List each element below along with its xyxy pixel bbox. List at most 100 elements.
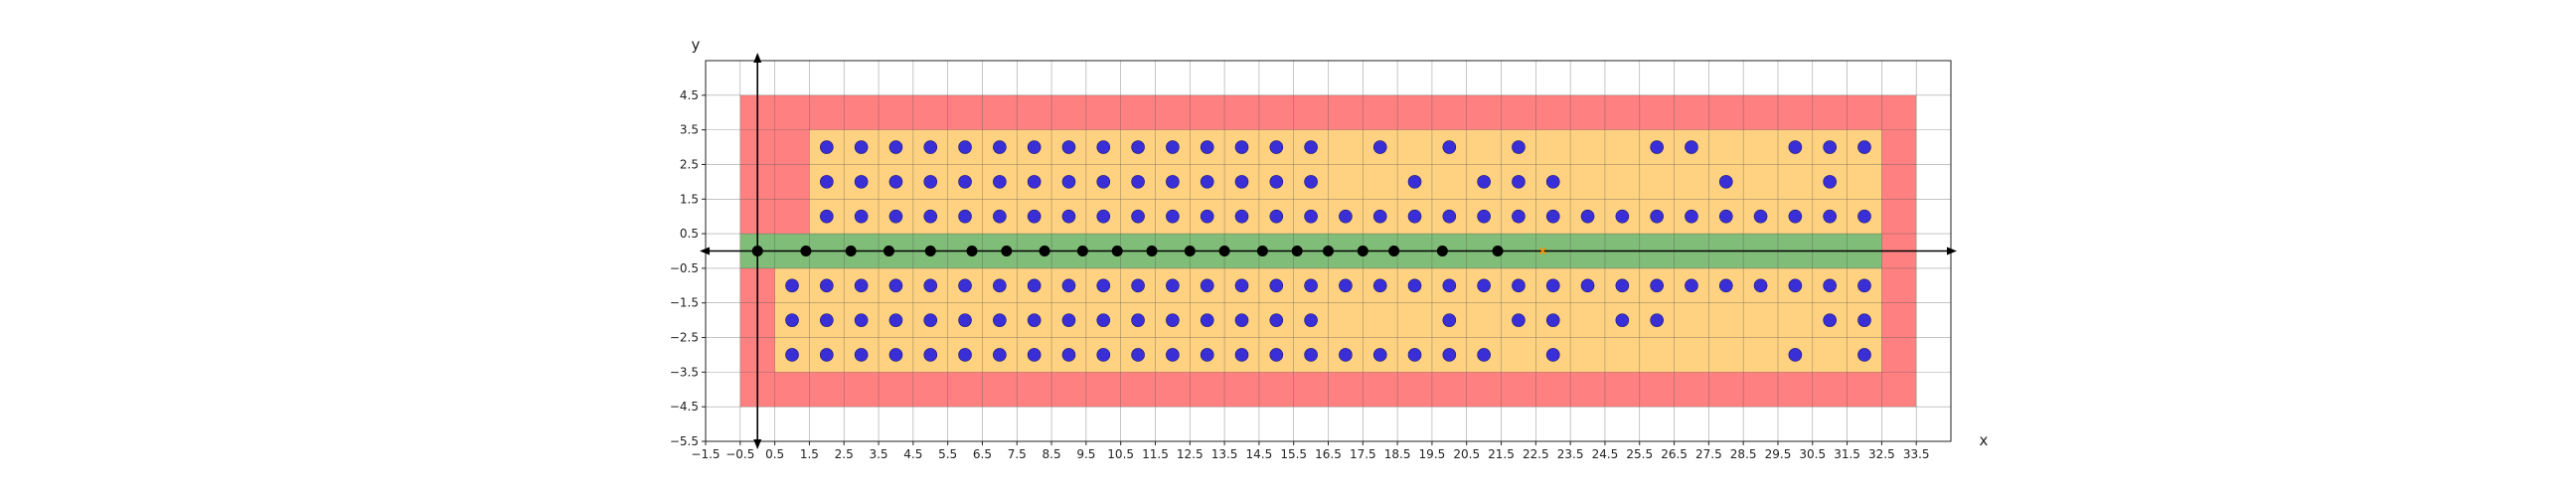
- black-point: [966, 246, 978, 256]
- blue-point: [1718, 209, 1733, 224]
- blue-point: [1615, 313, 1630, 327]
- blue-point: [993, 140, 1007, 154]
- blue-point: [820, 278, 834, 293]
- blue-point: [1788, 348, 1803, 362]
- blue-point: [1545, 348, 1560, 362]
- blue-point: [820, 140, 834, 154]
- blue-point: [1753, 209, 1768, 224]
- blue-point: [1131, 175, 1145, 189]
- blue-point: [1685, 209, 1698, 224]
- blue-point: [1027, 140, 1042, 154]
- blue-point: [1200, 209, 1214, 224]
- blue-point: [1857, 313, 1871, 327]
- blue-point: [1200, 313, 1214, 327]
- blue-point: [1823, 313, 1837, 327]
- black-point: [1111, 246, 1123, 256]
- black-point: [1357, 246, 1368, 256]
- x-tick-label: 12.5: [1177, 447, 1204, 461]
- blue-point: [1512, 313, 1526, 327]
- blue-point: [820, 175, 834, 189]
- blue-point: [888, 278, 903, 293]
- black-point: [1146, 246, 1158, 256]
- blue-point: [1372, 209, 1387, 224]
- blue-point: [1753, 278, 1768, 293]
- blue-point: [1269, 209, 1284, 224]
- blue-point: [958, 348, 972, 362]
- blue-point: [1131, 313, 1145, 327]
- x-tick-label: 32.5: [1868, 447, 1895, 461]
- blue-point: [1096, 313, 1111, 327]
- blue-point: [1477, 348, 1491, 362]
- blue-point: [1685, 140, 1698, 154]
- blue-point: [923, 175, 938, 189]
- blue-point: [1545, 209, 1560, 224]
- blue-point: [1234, 348, 1249, 362]
- black-point: [1291, 246, 1303, 256]
- blue-point: [1857, 348, 1871, 362]
- blue-point: [1061, 348, 1076, 362]
- x-tick-label: 2.5: [835, 447, 854, 461]
- y-axis-arrowhead-down: [753, 439, 762, 449]
- blue-point: [1580, 278, 1595, 293]
- blue-point: [1166, 175, 1180, 189]
- blue-point: [1269, 278, 1284, 293]
- blue-point: [1545, 313, 1560, 327]
- blue-point: [1442, 313, 1457, 327]
- blue-point: [958, 278, 972, 293]
- blue-point: [923, 278, 938, 293]
- blue-point: [1269, 140, 1284, 154]
- blue-point: [1788, 140, 1803, 154]
- blue-point: [993, 348, 1007, 362]
- blue-point: [888, 140, 903, 154]
- blue-point: [1200, 278, 1214, 293]
- blue-point: [958, 209, 972, 224]
- blue-point: [1685, 278, 1698, 293]
- blue-point: [1339, 209, 1353, 224]
- x-tick-label: 17.5: [1350, 447, 1376, 461]
- blue-point: [1650, 140, 1664, 154]
- blue-point: [1200, 140, 1214, 154]
- blue-point: [1372, 348, 1387, 362]
- black-point: [1039, 246, 1050, 256]
- blue-point: [1407, 209, 1422, 224]
- blue-point: [923, 348, 938, 362]
- blue-point: [1339, 348, 1353, 362]
- blue-point: [1234, 313, 1249, 327]
- blue-point: [1718, 278, 1733, 293]
- blue-point: [958, 140, 972, 154]
- x-tick-label: 16.5: [1315, 447, 1342, 461]
- blue-point: [1442, 209, 1457, 224]
- blue-point: [1823, 175, 1837, 189]
- y-tick-label: 0.5: [680, 227, 699, 241]
- blue-point: [854, 175, 869, 189]
- blue-point: [1200, 348, 1214, 362]
- blue-point: [1788, 278, 1803, 293]
- black-point: [1436, 246, 1448, 256]
- blue-point: [1339, 278, 1353, 293]
- blue-point: [1442, 348, 1457, 362]
- x-tick-label: 11.5: [1142, 447, 1169, 461]
- y-tick-label: 2.5: [680, 157, 699, 171]
- x-tick-label: 24.5: [1592, 447, 1619, 461]
- x-tick-label: 6.5: [973, 447, 992, 461]
- x-tick-label: 27.5: [1695, 447, 1722, 461]
- blue-point: [1407, 278, 1422, 293]
- black-point: [1184, 246, 1196, 256]
- blue-point: [1166, 313, 1180, 327]
- blue-point: [1234, 175, 1249, 189]
- x-tick-label: 23.5: [1557, 447, 1584, 461]
- blue-point: [820, 313, 834, 327]
- blue-point: [1545, 278, 1560, 293]
- blue-point: [993, 175, 1007, 189]
- blue-point: [1442, 278, 1457, 293]
- blue-point: [1131, 278, 1145, 293]
- black-point: [800, 246, 812, 256]
- blue-point: [1061, 278, 1076, 293]
- x-tick-label: 0.5: [765, 447, 784, 461]
- blue-point: [1304, 209, 1318, 224]
- y-tick-label: 1.5: [680, 192, 699, 206]
- blue-point: [1407, 348, 1422, 362]
- x-tick-label: 22.5: [1523, 447, 1549, 461]
- y-tick-label: −3.5: [670, 365, 699, 379]
- blue-point: [820, 348, 834, 362]
